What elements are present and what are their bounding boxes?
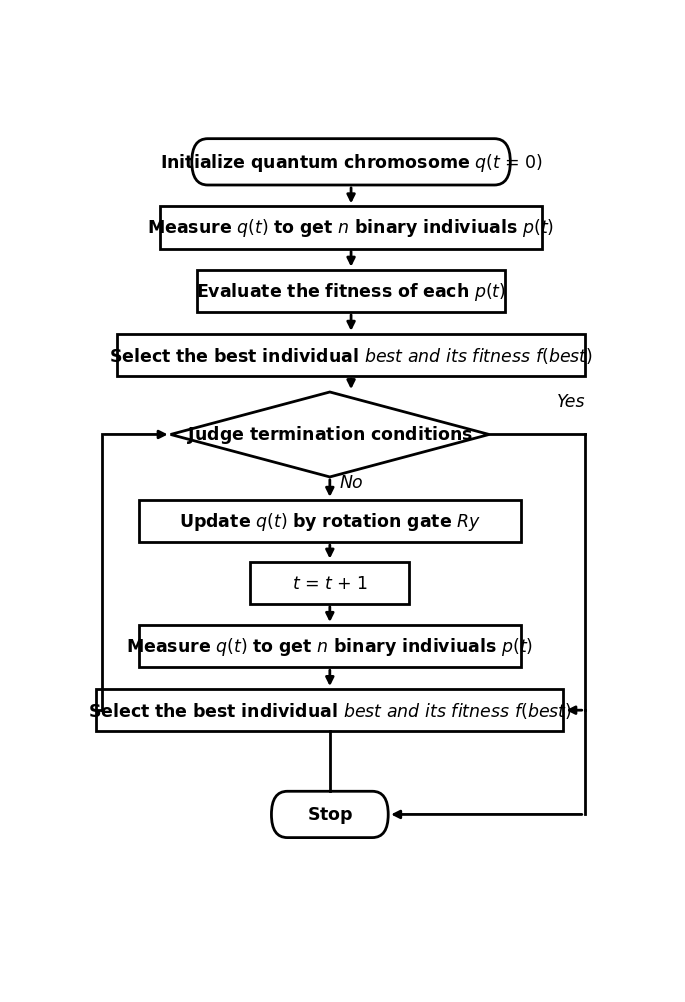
Text: $\mathbf{Measure\ }$$q$($t$)$\mathbf{\ to\ get\ }$$n$$\mathbf{\ binary\ indiviua: $\mathbf{Measure\ }$$q$($t$)$\mathbf{\ t… [126,635,534,657]
Text: No: No [339,474,363,492]
Text: Yes: Yes [557,393,586,411]
Text: $\mathbf{Select\ the\ best\ individual\ \it{best}\ and\ its\ fitness\ \it{f}(\it: $\mathbf{Select\ the\ best\ individual\ … [109,346,593,366]
Text: $\mathbf{Measure\ }$$q$($t$)$\mathbf{\ to\ get\ }$$n$$\mathbf{\ binary\ indiviua: $\mathbf{Measure\ }$$q$($t$)$\mathbf{\ t… [147,217,555,239]
Text: $\mathbf{Evaluate\ the\ fitness\ of\ each\ }$$p$($t$): $\mathbf{Evaluate\ the\ fitness\ of\ eac… [196,281,506,303]
Bar [139,625,521,667]
Text: $\mathbf{Update\ }$$q$($t$)$\mathbf{\ by\ rotation\ gate\ \it{Ry}}$: $\mathbf{Update\ }$$q$($t$)$\mathbf{\ by… [179,510,481,532]
Text: $\mathbf{Stop}$: $\mathbf{Stop}$ [307,805,353,825]
Bar [96,689,563,731]
Bar [250,562,410,604]
Text: $\mathbf{Initialize\ quantum\ chromosome\ }$$q$($t$ = 0): $\mathbf{Initialize\ quantum\ chromosome… [160,151,543,173]
Polygon shape [171,393,489,478]
Text: $\mathbf{Select\ the\ best\ individual\ \it{best}\ and\ its\ fitness\ \it{f}(\it: $\mathbf{Select\ the\ best\ individual\ … [88,700,572,720]
FancyBboxPatch shape [271,792,388,838]
Bar [139,500,521,543]
FancyBboxPatch shape [192,139,510,185]
Bar [197,271,505,313]
Text: $\mathbf{Judge\ termination\ conditions}$: $\mathbf{Judge\ termination\ conditions}… [187,424,473,446]
Text: $\mathit{t}$ = $\mathit{t}$ + 1: $\mathit{t}$ = $\mathit{t}$ + 1 [292,574,368,592]
Bar [118,335,584,377]
Bar [160,207,543,249]
